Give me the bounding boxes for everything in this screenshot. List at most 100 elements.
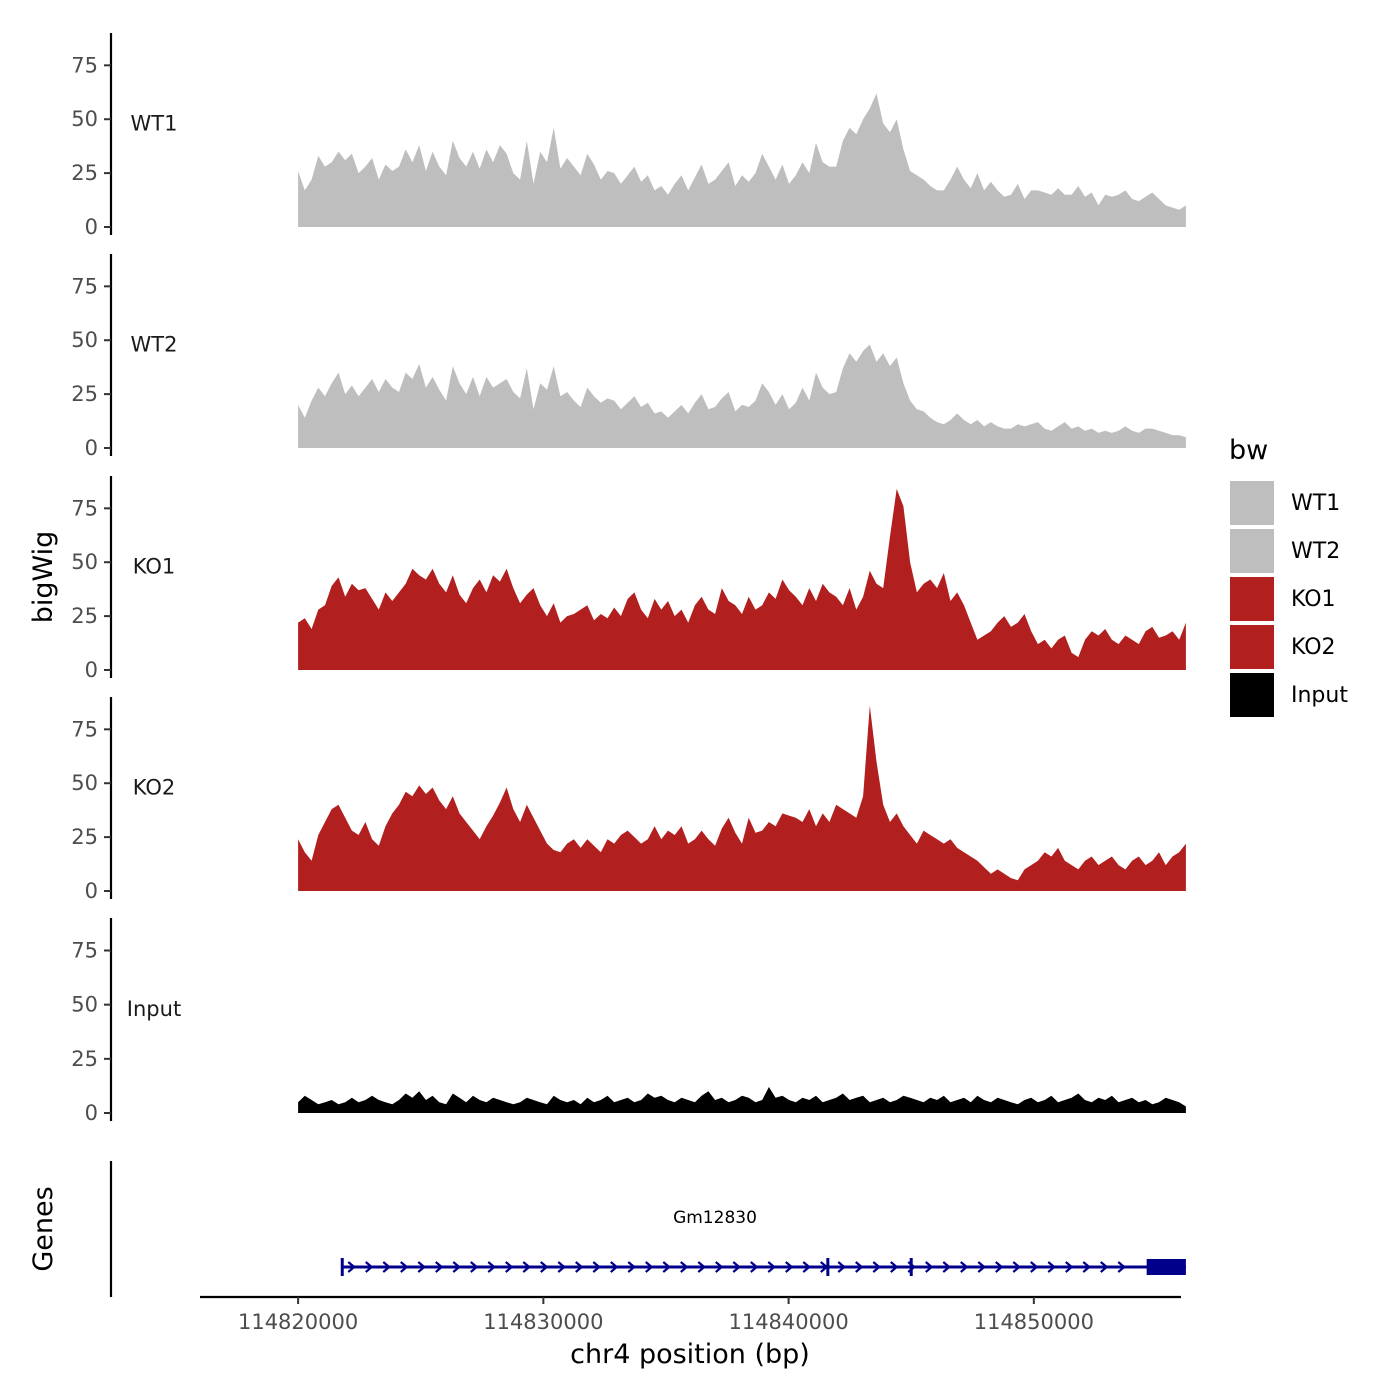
- gene-thick-exon: [1146, 1259, 1186, 1275]
- legend: bw WT1 WT2 KO1 KO2 Input: [1229, 435, 1348, 717]
- strand-arrow: [400, 1261, 409, 1273]
- gene-name-label: Gm12830: [673, 1208, 757, 1228]
- strand-arrow: [1100, 1261, 1109, 1273]
- track-label-wt1: WT1: [131, 112, 178, 136]
- strand-arrow: [680, 1261, 689, 1273]
- strand-arrow: [575, 1261, 584, 1273]
- y-tick-label: 75: [71, 717, 98, 741]
- x-tick-label: 114840000: [728, 1310, 848, 1334]
- legend-key-ko1: [1230, 577, 1274, 621]
- strand-arrow: [522, 1261, 531, 1273]
- strand-arrow: [417, 1261, 426, 1273]
- y-tick-label: 25: [71, 161, 98, 185]
- strand-arrow: [785, 1261, 794, 1273]
- strand-arrow: [995, 1261, 1004, 1273]
- x-axis: 114820000 114830000 114840000 114850000: [200, 1295, 1181, 1334]
- x-tick-label: 114820000: [238, 1310, 358, 1334]
- strand-arrow: [1117, 1261, 1126, 1273]
- strand-arrow: [925, 1261, 934, 1273]
- legend-label-input: Input: [1291, 683, 1348, 708]
- strand-arrow: [1065, 1261, 1074, 1273]
- y-tick-label: 25: [71, 604, 98, 628]
- track-input: 0 25 50 75 Input: [71, 918, 1186, 1125]
- y-tick-label: 75: [71, 274, 98, 298]
- strand-arrow: [505, 1261, 514, 1273]
- strand-arrow: [1012, 1261, 1021, 1273]
- x-tick-label: 114850000: [974, 1310, 1094, 1334]
- y-tick-label: 50: [71, 771, 98, 795]
- strand-arrow: [697, 1261, 706, 1273]
- strand-arrow: [977, 1261, 986, 1273]
- strand-arrow: [890, 1261, 899, 1273]
- area-ko1: [298, 488, 1186, 670]
- track-ko2: 0 25 50 75 KO2: [71, 697, 1186, 903]
- y-tick-label: 25: [71, 382, 98, 406]
- legend-key-wt1: [1230, 481, 1274, 525]
- track-label-ko2: KO2: [133, 776, 176, 800]
- track-wt2: 0 25 50 75 WT2: [71, 254, 1186, 460]
- strand-arrow: [382, 1261, 391, 1273]
- track-label-wt2: WT2: [131, 333, 178, 357]
- strand-arrow: [942, 1261, 951, 1273]
- legend-label-wt1: WT1: [1291, 491, 1340, 516]
- y-tick-label: 25: [71, 825, 98, 849]
- y-tick-label: 0: [85, 879, 98, 903]
- y-axis-title: bigWig: [28, 531, 59, 624]
- strand-arrow: [627, 1261, 636, 1273]
- strand-arrow: [750, 1261, 759, 1273]
- strand-arrow: [645, 1261, 654, 1273]
- y-tick-label: 50: [71, 107, 98, 131]
- y-tick-label: 0: [85, 1101, 98, 1125]
- y-tick-label: 75: [71, 53, 98, 77]
- strand-arrow: [610, 1261, 619, 1273]
- track-wt1: 0 25 50 75 WT1: [71, 33, 1186, 239]
- strand-arrow: [872, 1261, 881, 1273]
- legend-title: bw: [1229, 435, 1268, 466]
- strand-arrow: [365, 1261, 374, 1273]
- area-wt2: [298, 344, 1186, 448]
- strand-arrow: [452, 1261, 461, 1273]
- y-tick-label: 75: [71, 939, 98, 963]
- legend-key-wt2: [1230, 529, 1274, 573]
- strand-arrow: [347, 1261, 356, 1273]
- strand-arrow: [732, 1261, 741, 1273]
- legend-label-ko2: KO2: [1291, 635, 1336, 660]
- area-wt1: [298, 93, 1186, 228]
- area-input: [298, 1087, 1186, 1113]
- x-axis-title: chr4 position (bp): [570, 1339, 810, 1370]
- strand-arrow: [855, 1261, 864, 1273]
- gene-panel-title: Genes: [28, 1186, 59, 1271]
- strand-arrow: [837, 1261, 846, 1273]
- strand-arrow: [540, 1261, 549, 1273]
- strand-arrow: [487, 1261, 496, 1273]
- track-label-ko1: KO1: [133, 555, 176, 579]
- strand-arrow: [767, 1261, 776, 1273]
- y-tick-label: 0: [85, 215, 98, 239]
- strand-arrow: [557, 1261, 566, 1273]
- gene-panel: Gm12830: [109, 1161, 1186, 1297]
- legend-key-input: [1230, 673, 1274, 717]
- track-ko1: 0 25 50 75 KO1: [71, 476, 1186, 682]
- strand-arrow: [1047, 1261, 1056, 1273]
- legend-label-wt2: WT2: [1291, 539, 1340, 564]
- strand-arrow: [470, 1261, 479, 1273]
- y-tick-label: 50: [71, 328, 98, 352]
- strand-arrow: [715, 1261, 724, 1273]
- strand-arrow: [662, 1261, 671, 1273]
- strand-arrow: [960, 1261, 969, 1273]
- strand-arrow: [802, 1261, 811, 1273]
- strand-arrow: [1030, 1261, 1039, 1273]
- y-tick-label: 0: [85, 436, 98, 460]
- y-tick-label: 0: [85, 658, 98, 682]
- track-panels: 0 25 50 75 WT1 0 25 50 75 WT2 0 25 50 75 KO1 0 25 50 75 KO2…: [71, 33, 1186, 1125]
- y-tick-label: 75: [71, 496, 98, 520]
- y-tick-label: 25: [71, 1047, 98, 1071]
- area-ko2: [298, 705, 1186, 891]
- strand-arrow: [435, 1261, 444, 1273]
- x-tick-label: 114830000: [483, 1310, 603, 1334]
- strand-arrow: [592, 1261, 601, 1273]
- y-tick-label: 50: [71, 550, 98, 574]
- legend-key-ko2: [1230, 625, 1274, 669]
- strand-arrow: [1082, 1261, 1091, 1273]
